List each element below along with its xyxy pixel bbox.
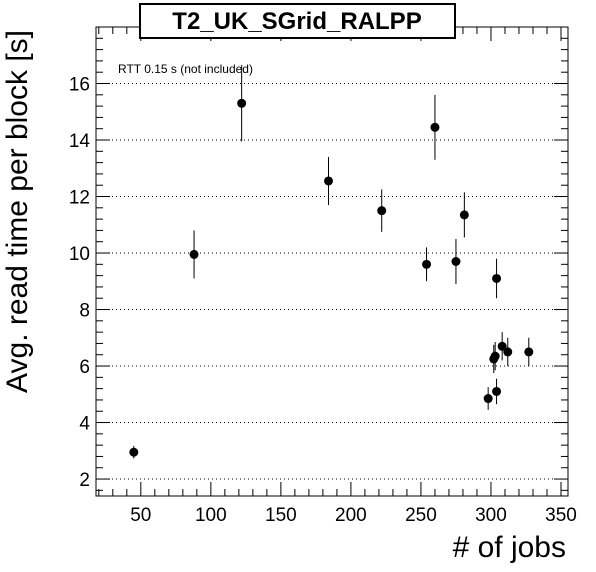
rtt-annotation: RTT 0.15 s (not included): [118, 62, 253, 76]
data-point: [490, 342, 500, 371]
data-point: [377, 189, 387, 232]
data-point: [422, 247, 432, 282]
data-point: [323, 156, 333, 205]
point-marker: [430, 122, 440, 132]
chart-title: T2_UK_SGrid_RALPP: [172, 8, 421, 35]
y-tick-label: 8: [79, 301, 90, 322]
grid-lines: [96, 83, 568, 480]
point-marker: [490, 351, 500, 361]
point-marker: [497, 341, 507, 351]
point-marker: [189, 249, 199, 259]
data-point: [483, 387, 493, 410]
point-marker: [483, 394, 493, 404]
point-marker: [492, 273, 502, 283]
data-point: [492, 378, 502, 405]
point-marker: [524, 347, 534, 357]
data-point: [503, 337, 513, 367]
data-points: [129, 65, 534, 459]
title-box: [139, 3, 456, 39]
point-marker: [492, 386, 502, 396]
data-point: [237, 65, 247, 142]
data-point: [524, 337, 534, 367]
y-tick-label: 10: [69, 244, 90, 265]
x-tick-label: 150: [265, 505, 297, 526]
y-axis-title: Avg. read time per block [s]: [1, 30, 34, 393]
point-marker: [451, 257, 461, 266]
point-marker: [503, 347, 513, 357]
point-marker: [422, 259, 432, 269]
data-point: [129, 445, 139, 459]
y-tick-label: 12: [69, 188, 90, 209]
x-tick-label: 300: [475, 505, 507, 526]
point-marker: [237, 98, 247, 108]
y-tick-label: 4: [79, 414, 90, 435]
data-point: [497, 332, 507, 361]
data-point: [189, 230, 199, 279]
y-tick-label: 2: [79, 470, 90, 491]
data-point: [459, 192, 469, 238]
point-marker: [459, 210, 469, 220]
point-marker: [129, 447, 139, 457]
point-marker: [377, 206, 387, 216]
data-point: [492, 258, 502, 299]
y-tick-label: 6: [79, 357, 90, 378]
x-tick-label: 100: [195, 505, 227, 526]
x-tick-label: 250: [405, 505, 437, 526]
y-tick-label: 14: [69, 131, 91, 152]
y-tick-label: 16: [69, 75, 90, 96]
x-tick-label: 200: [335, 505, 367, 526]
x-tick-label: 50: [130, 505, 151, 526]
point-marker: [323, 176, 333, 186]
data-point: [430, 94, 440, 160]
x-tick-label: 350: [545, 505, 577, 526]
x-axis-title: # of jobs: [453, 531, 566, 564]
data-point: [451, 238, 461, 285]
tick-labels: 2 4 6 8 10 12 14 16 50 100 150 200 250 300 350: [69, 75, 577, 526]
